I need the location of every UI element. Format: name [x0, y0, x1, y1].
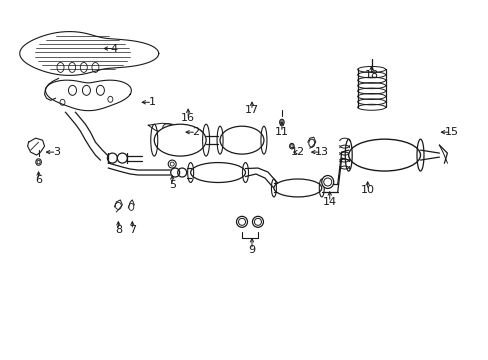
Text: 11: 11 — [274, 127, 288, 137]
Text: 15: 15 — [444, 127, 457, 137]
Ellipse shape — [252, 216, 263, 227]
Text: 12: 12 — [290, 147, 305, 157]
Ellipse shape — [273, 179, 321, 197]
Text: 10: 10 — [360, 185, 374, 195]
Text: 4: 4 — [111, 44, 118, 54]
Text: 17: 17 — [244, 105, 259, 115]
Text: 7: 7 — [128, 225, 136, 235]
Ellipse shape — [321, 176, 333, 189]
Ellipse shape — [220, 126, 264, 154]
Text: 3: 3 — [53, 147, 60, 157]
Text: 8: 8 — [115, 225, 122, 235]
Text: 2: 2 — [192, 127, 199, 137]
Text: 6: 6 — [35, 175, 42, 185]
Text: 5: 5 — [168, 180, 175, 190]
Ellipse shape — [154, 124, 205, 156]
Text: 14: 14 — [322, 197, 336, 207]
Ellipse shape — [236, 216, 247, 227]
Text: 13: 13 — [314, 147, 328, 157]
Text: 18: 18 — [364, 71, 378, 80]
Text: 1: 1 — [148, 97, 156, 107]
Text: 16: 16 — [181, 113, 195, 123]
Text: 9: 9 — [248, 245, 255, 255]
Ellipse shape — [348, 139, 420, 171]
Ellipse shape — [190, 163, 245, 183]
